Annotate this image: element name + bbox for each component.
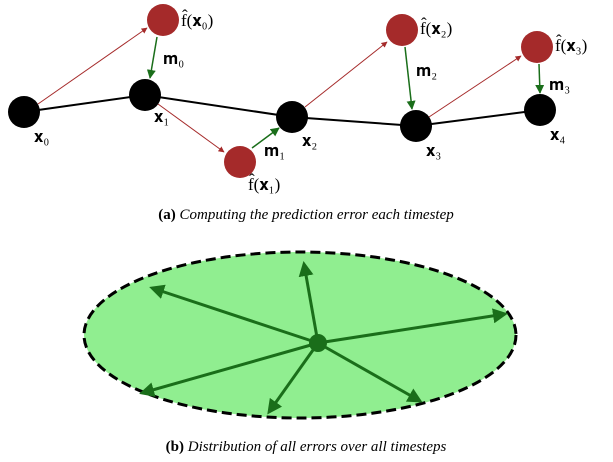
prediction-nodes [147,4,553,178]
origin [309,334,327,352]
error-vectors [139,261,508,415]
state-nodes [8,79,556,142]
caption: (a) Computing the prediction error each … [158,207,454,223]
prediction-label: f̂(𝐱₁) [248,174,280,194]
error-label: 𝐦₀ [163,49,184,68]
caption-tag: (a) [158,207,176,223]
node-label: 𝐱₂ [302,131,317,150]
error-arrows [146,36,545,149]
error-label: 𝐦₂ [416,61,437,80]
caption-tag: (b) [166,439,184,455]
caption-text: Computing the prediction error each time… [179,207,454,223]
prediction-label: f̂(𝐱₃) [555,35,587,55]
node-label: 𝐱₁ [154,107,169,126]
node-label: 𝐱₀ [34,127,49,146]
prediction-label: f̂(𝐱₂) [420,18,452,38]
node-label: 𝐱₄ [550,125,565,144]
caption-text: Distribution of all errors over all time… [187,439,447,455]
error-label: 𝐦₁ [264,141,285,160]
error-label: 𝐦₃ [549,75,570,94]
prediction-arrows [37,27,522,153]
error-distribution [82,250,518,420]
prediction-label: f̂(𝐱₀) [181,10,213,30]
caption: (b) Distribution of all errors over all … [166,439,447,455]
node-label: 𝐱₃ [426,141,441,160]
